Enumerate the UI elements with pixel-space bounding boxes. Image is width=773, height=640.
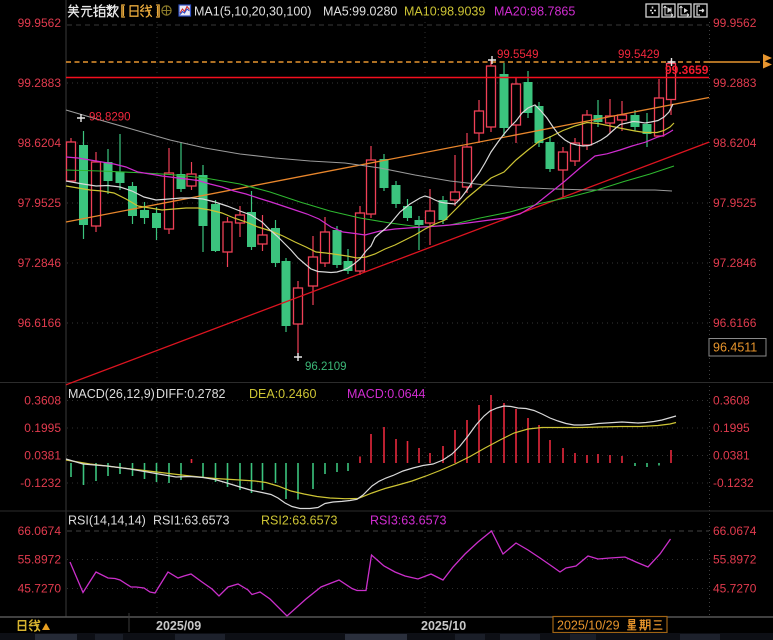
svg-text:96.4511: 96.4511 <box>713 341 757 355</box>
svg-text:97.9525: 97.9525 <box>18 196 62 210</box>
svg-text:DIFF:0.2782: DIFF:0.2782 <box>156 387 226 401</box>
svg-text:2025/10: 2025/10 <box>421 619 466 633</box>
svg-text:MACD(26,12,9): MACD(26,12,9) <box>68 387 155 401</box>
svg-text:66.0674: 66.0674 <box>713 524 757 538</box>
svg-text:98.8290: 98.8290 <box>89 112 131 124</box>
svg-text:MA1(5,10,20,30,100): MA1(5,10,20,30,100) <box>194 5 311 19</box>
svg-text:97.2846: 97.2846 <box>713 256 757 270</box>
svg-text:96.2109: 96.2109 <box>305 361 347 373</box>
svg-text:DEA:0.2460: DEA:0.2460 <box>249 387 316 401</box>
svg-text:-0.1232: -0.1232 <box>713 476 754 490</box>
svg-text:99.5429: 99.5429 <box>618 49 660 61</box>
svg-text:99.9562: 99.9562 <box>18 16 62 30</box>
svg-text:45.7270: 45.7270 <box>713 582 757 596</box>
svg-text:97.2846: 97.2846 <box>18 256 62 270</box>
svg-text:45.7270: 45.7270 <box>18 582 62 596</box>
svg-text:55.8972: 55.8972 <box>18 553 62 567</box>
svg-text:0.3608: 0.3608 <box>24 394 61 408</box>
svg-text:99.2883: 99.2883 <box>18 76 62 90</box>
svg-text:96.6166: 96.6166 <box>713 316 757 330</box>
svg-text:0.1995: 0.1995 <box>713 421 750 435</box>
svg-text:98.6204: 98.6204 <box>713 136 757 150</box>
svg-text:0.1995: 0.1995 <box>24 421 61 435</box>
svg-text:RSI1:63.6573: RSI1:63.6573 <box>153 514 229 528</box>
svg-text:MA10:98.9039: MA10:98.9039 <box>404 5 485 19</box>
svg-text:MA20:98.7865: MA20:98.7865 <box>494 5 575 19</box>
svg-text:99.3659: 99.3659 <box>665 63 709 77</box>
svg-text:66.0674: 66.0674 <box>18 524 62 538</box>
svg-text:MA5:99.0280: MA5:99.0280 <box>323 5 397 19</box>
svg-text:2025/10/29: 2025/10/29 <box>557 619 620 633</box>
svg-text:MACD:0.0644: MACD:0.0644 <box>347 387 426 401</box>
svg-text:98.6204: 98.6204 <box>18 136 62 150</box>
svg-text:99.5549: 99.5549 <box>497 49 539 61</box>
svg-text:-0.1232: -0.1232 <box>20 476 61 490</box>
svg-text:97.9525: 97.9525 <box>713 196 757 210</box>
svg-text:2025/09: 2025/09 <box>156 619 201 633</box>
svg-text:55.8972: 55.8972 <box>713 553 757 567</box>
svg-text:RSI2:63.6573: RSI2:63.6573 <box>261 514 337 528</box>
svg-text:0.3608: 0.3608 <box>713 394 750 408</box>
svg-text:96.6166: 96.6166 <box>18 316 62 330</box>
svg-text:RSI(14,14,14): RSI(14,14,14) <box>68 514 146 528</box>
svg-text:RSI3:63.6573: RSI3:63.6573 <box>370 514 446 528</box>
svg-text:99.2883: 99.2883 <box>713 76 757 90</box>
svg-text:0.0381: 0.0381 <box>713 449 750 463</box>
svg-text:99.9562: 99.9562 <box>713 16 757 30</box>
svg-text:0.0381: 0.0381 <box>24 449 61 463</box>
